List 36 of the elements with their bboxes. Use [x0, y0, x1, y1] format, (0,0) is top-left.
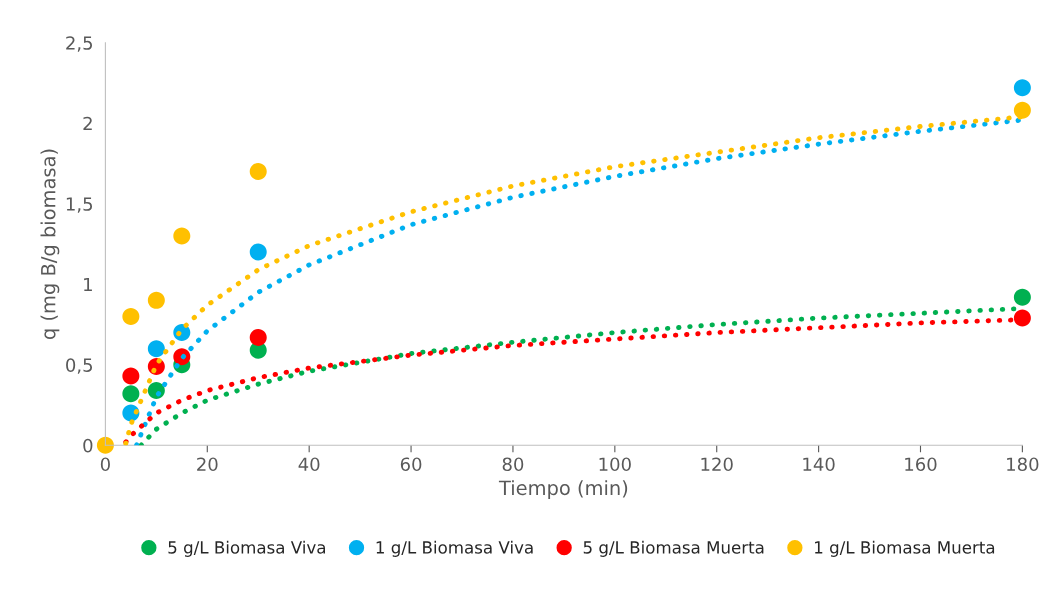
point [173, 227, 191, 245]
x-tick-label: 0 [100, 457, 110, 472]
x-tick-label: 100 [599, 457, 631, 472]
legend-label: 5 g/L Biomasa Viva [168, 540, 325, 557]
y-tick-label: 0 [83, 438, 93, 453]
x-tick-label: 80 [502, 457, 524, 472]
point [147, 291, 165, 309]
y-axis-title: q (mg B/g biomasa) [40, 149, 60, 339]
x-tick-label: 60 [400, 457, 422, 472]
x-tick-label: 160 [905, 457, 937, 472]
x-axis-title: Tiempo (min) [498, 480, 628, 499]
point [249, 328, 267, 346]
point [122, 307, 140, 325]
point [122, 367, 140, 385]
legend-label: 5 g/L Biomasa Muerta [583, 540, 764, 557]
y-tick-label: 0,5 [66, 358, 93, 374]
point [1013, 79, 1031, 97]
point [147, 340, 165, 358]
y-tick-label: 1,5 [66, 197, 93, 213]
x-tick-label: 20 [197, 457, 218, 472]
point [122, 385, 140, 403]
x-tick-label: 120 [701, 457, 733, 472]
point [249, 163, 267, 181]
y-tick-label: 1 [84, 277, 92, 292]
y-tick-label: 2,5 [66, 36, 93, 52]
legend-label: 1 g/L Biomasa Muerta [815, 540, 995, 557]
x-tick-label: 40 [298, 457, 320, 472]
point [1013, 101, 1031, 119]
legend-label: 1 g/L Biomasa Viva [376, 540, 533, 557]
point [249, 243, 267, 261]
x-tick-label: 180 [1007, 457, 1039, 472]
x-tick-label: 140 [803, 457, 835, 472]
point [96, 436, 114, 454]
point [1013, 288, 1031, 306]
y-tick-label: 2 [83, 116, 92, 131]
point [1013, 309, 1031, 327]
